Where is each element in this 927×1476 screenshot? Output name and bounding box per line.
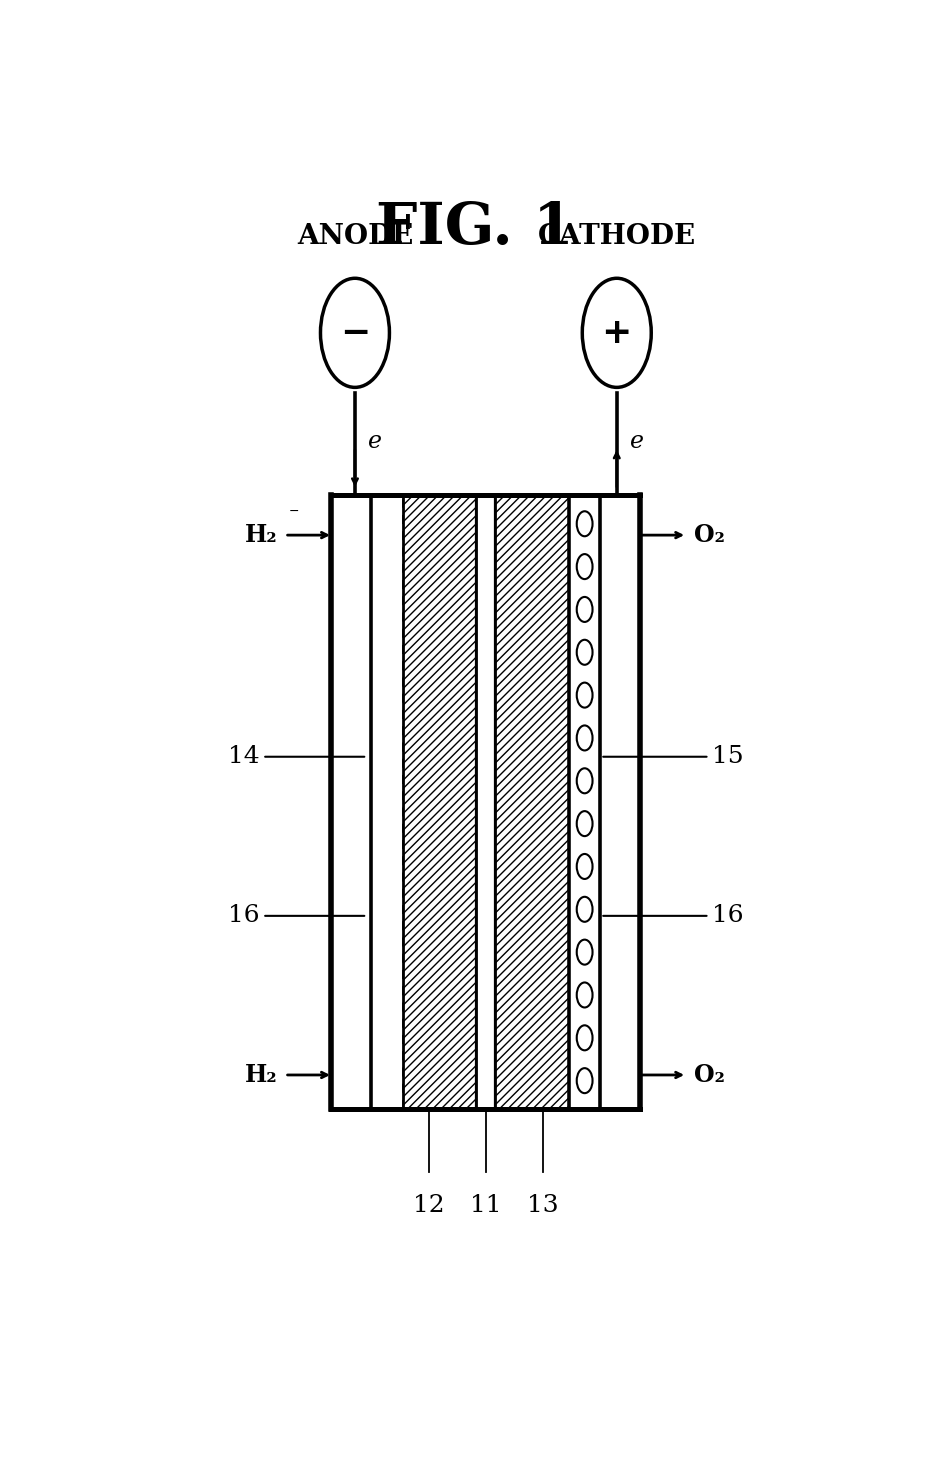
Text: O₂: O₂ bbox=[694, 1063, 725, 1086]
Bar bbox=[403, 496, 476, 1108]
Circle shape bbox=[577, 855, 592, 880]
Circle shape bbox=[321, 279, 389, 387]
Circle shape bbox=[577, 812, 592, 835]
Text: 16: 16 bbox=[603, 905, 743, 927]
Text: 15: 15 bbox=[603, 745, 743, 768]
Circle shape bbox=[577, 596, 592, 621]
Text: H₂: H₂ bbox=[245, 1063, 277, 1086]
Circle shape bbox=[577, 1026, 592, 1051]
Bar bbox=[495, 496, 569, 1108]
Text: e: e bbox=[629, 430, 643, 453]
Circle shape bbox=[577, 769, 592, 793]
Circle shape bbox=[577, 682, 592, 707]
Text: −: − bbox=[340, 316, 370, 350]
Circle shape bbox=[577, 897, 592, 922]
Bar bbox=[372, 496, 403, 1108]
Text: CATHODE: CATHODE bbox=[538, 223, 696, 249]
Text: −: − bbox=[288, 505, 298, 518]
Text: FIG. 1: FIG. 1 bbox=[376, 201, 574, 257]
Bar bbox=[601, 496, 641, 1108]
Text: 11: 11 bbox=[470, 1194, 502, 1218]
Circle shape bbox=[577, 554, 592, 579]
Bar bbox=[569, 496, 601, 1108]
Text: ANODE: ANODE bbox=[297, 223, 413, 249]
Text: O₂: O₂ bbox=[694, 523, 725, 548]
Circle shape bbox=[577, 511, 592, 536]
Text: 12: 12 bbox=[413, 1194, 444, 1218]
Text: +: + bbox=[602, 316, 632, 350]
Bar bbox=[476, 496, 495, 1108]
Circle shape bbox=[577, 639, 592, 664]
Text: 16: 16 bbox=[228, 905, 364, 927]
Circle shape bbox=[577, 940, 592, 965]
Circle shape bbox=[577, 983, 592, 1008]
Text: e: e bbox=[368, 430, 382, 453]
Bar bbox=[332, 496, 372, 1108]
Circle shape bbox=[577, 725, 592, 750]
Text: 13: 13 bbox=[527, 1194, 559, 1218]
Circle shape bbox=[582, 279, 652, 387]
Circle shape bbox=[577, 1069, 592, 1094]
Text: H₂: H₂ bbox=[245, 523, 277, 548]
Text: 14: 14 bbox=[228, 745, 364, 768]
